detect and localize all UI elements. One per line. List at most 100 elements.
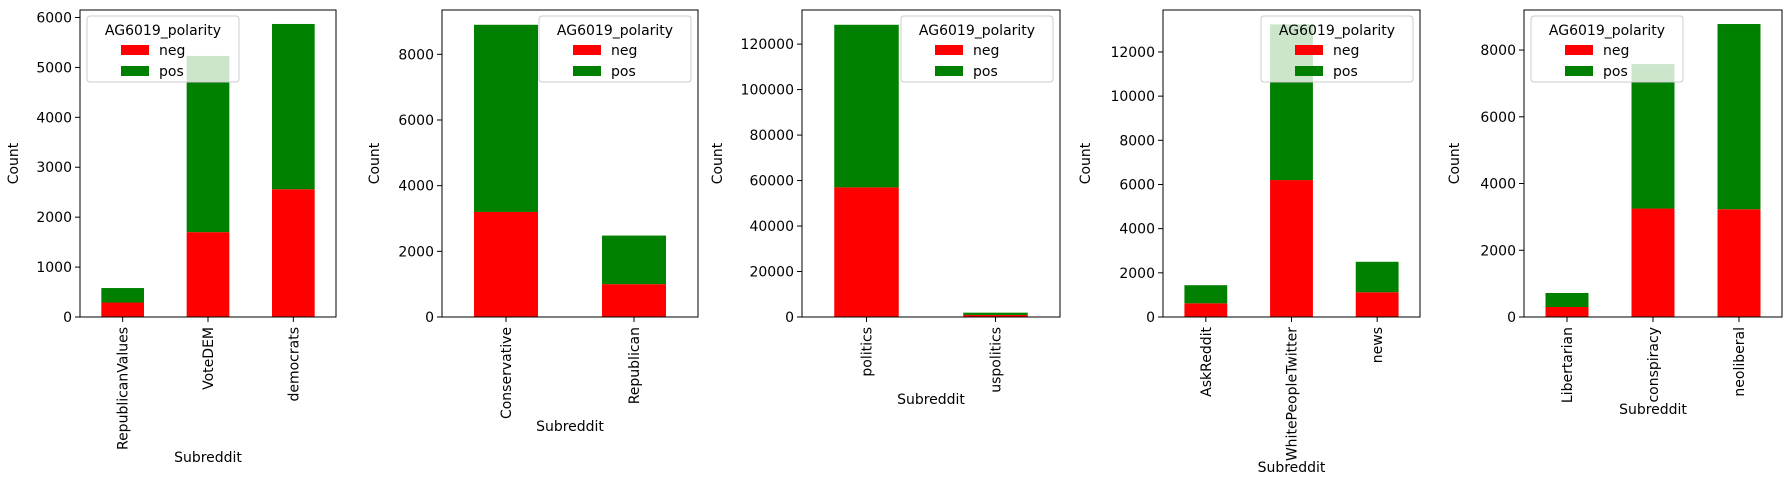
bar-pos-Libertarian — [1545, 292, 1589, 307]
legend-title: AG6019_polarity — [1549, 23, 1665, 39]
y-tick-label: 2000 — [398, 244, 434, 260]
y-tick-label: 6000 — [1119, 177, 1155, 193]
y-tick-label: 10000 — [1110, 89, 1155, 105]
axes-frame — [801, 9, 1061, 318]
x-tick-label: democrats — [286, 327, 302, 402]
legend-label-pos: pos — [973, 64, 998, 80]
y-tick-label: 8000 — [1480, 43, 1516, 59]
y-tick-label: 80000 — [749, 128, 794, 144]
y-tick-label: 4000 — [1480, 177, 1516, 193]
y-tick-label: 20000 — [749, 265, 794, 281]
bar-neg-neoliberal — [1717, 209, 1761, 317]
y-tick-label: 3000 — [36, 160, 72, 176]
y-tick-label: 4000 — [1119, 222, 1155, 238]
x-tick-label: WhitePeopleTwitter — [1285, 327, 1301, 461]
bar-pos-RepublicanValues — [101, 288, 144, 303]
y-tick-label: 6000 — [398, 113, 434, 129]
x-tick-label: RepublicanValues — [116, 327, 132, 450]
legend-label-neg: neg — [159, 43, 185, 59]
y-tick-label: 120000 — [741, 37, 794, 53]
bar-neg-news — [1355, 292, 1399, 317]
y-tick-label: 5000 — [36, 60, 72, 76]
chart-panel-5: 0 2000 4000 6000 8000 Libertarian conspiracy ne… — [1447, 9, 1783, 418]
bar-pos-democrats — [272, 23, 315, 190]
legend-label-pos: pos — [611, 64, 636, 80]
y-axis-label: Count — [6, 142, 22, 184]
x-tick-label: news — [1370, 327, 1386, 363]
x-tick-label: neoliberal — [1732, 327, 1748, 397]
bar-pos-uspolitics — [963, 312, 1028, 315]
legend-box — [900, 15, 1054, 83]
bar-pos-conspiracy — [1631, 64, 1675, 209]
y-axis-label: Count — [710, 142, 726, 184]
legend-label-neg: neg — [1603, 43, 1629, 59]
bar-pos-neoliberal — [1717, 24, 1761, 210]
bar-pos-AskReddit — [1184, 285, 1228, 304]
y-tick-label: 8000 — [398, 47, 434, 63]
x-tick-label: Libertarian — [1560, 327, 1576, 403]
legend-label-neg: neg — [1333, 43, 1359, 59]
legend-swatch-neg — [573, 45, 601, 55]
y-tick-label: 0 — [63, 310, 72, 326]
legend-box — [538, 15, 692, 83]
y-tick-label: 0 — [1146, 310, 1155, 326]
x-tick-label: politics — [860, 327, 876, 377]
x-axis-label: Subreddit — [174, 450, 242, 466]
y-tick-label: 4000 — [398, 179, 434, 195]
bar-neg-Conservative — [474, 211, 538, 317]
bar-neg-VoteDEM — [186, 232, 230, 317]
legend-label-neg: neg — [611, 43, 637, 59]
legend-swatch-neg — [935, 45, 963, 55]
bar-neg-Libertarian — [1545, 306, 1589, 317]
chart-panel-4: 0 2000 4000 6000 8000 10000 12000 AskReddit Whit… — [1078, 9, 1421, 476]
x-tick-label: Conservative — [499, 327, 515, 419]
x-axis-label: Subreddit — [1619, 402, 1687, 418]
y-tick-label: 12000 — [1110, 45, 1155, 61]
legend-box — [1260, 15, 1414, 83]
y-tick-label: 8000 — [1119, 133, 1155, 149]
y-tick-label: 4000 — [36, 110, 72, 126]
y-tick-label: 2000 — [36, 210, 72, 226]
axes-frame — [79, 9, 337, 318]
x-tick-label: VoteDEM — [201, 327, 217, 390]
bar-neg-democrats — [272, 189, 315, 317]
y-tick-label: 0 — [1507, 310, 1516, 326]
y-axis-label: Count — [367, 142, 383, 184]
y-tick-label: 6000 — [1480, 110, 1516, 126]
y-tick-label: 2000 — [1119, 266, 1155, 282]
legend-title: AG6019_polarity — [1279, 23, 1395, 39]
legend-swatch-pos — [121, 66, 149, 76]
legend-title: AG6019_polarity — [557, 23, 673, 39]
y-axis-label: Count — [1078, 142, 1094, 184]
x-tick-label: Republican — [627, 327, 643, 404]
legend-swatch-neg — [1565, 45, 1593, 55]
legend-swatch-neg — [1295, 45, 1323, 55]
axes-frame — [1162, 9, 1421, 318]
x-tick-label: conspiracy — [1646, 327, 1662, 403]
legend-swatch-pos — [935, 66, 963, 76]
y-tick-label: 6000 — [36, 10, 72, 26]
legend-label-neg: neg — [973, 43, 999, 59]
bar-neg-RepublicanValues — [101, 302, 144, 317]
y-tick-label: 60000 — [749, 174, 794, 190]
bar-neg-conspiracy — [1631, 208, 1675, 317]
axes-frame — [441, 9, 699, 318]
bar-neg-uspolitics — [963, 314, 1028, 317]
bar-pos-news — [1355, 261, 1399, 293]
chart-panel-1: 0 1000 2000 3000 4000 5000 6000 RepublicanValue… — [6, 9, 337, 466]
x-axis-label: Subreddit — [536, 419, 604, 435]
y-tick-label: 2000 — [1480, 243, 1516, 259]
legend-swatch-pos — [1565, 66, 1593, 76]
x-axis-label: Subreddit — [1258, 460, 1326, 476]
bar-neg-AskReddit — [1184, 303, 1228, 317]
legend-box — [1530, 15, 1684, 83]
legend-box — [86, 15, 240, 83]
legend-label-pos: pos — [1333, 64, 1358, 80]
bar-pos-VoteDEM — [186, 55, 230, 233]
bar-neg-WhitePeopleTwitter — [1270, 180, 1313, 317]
